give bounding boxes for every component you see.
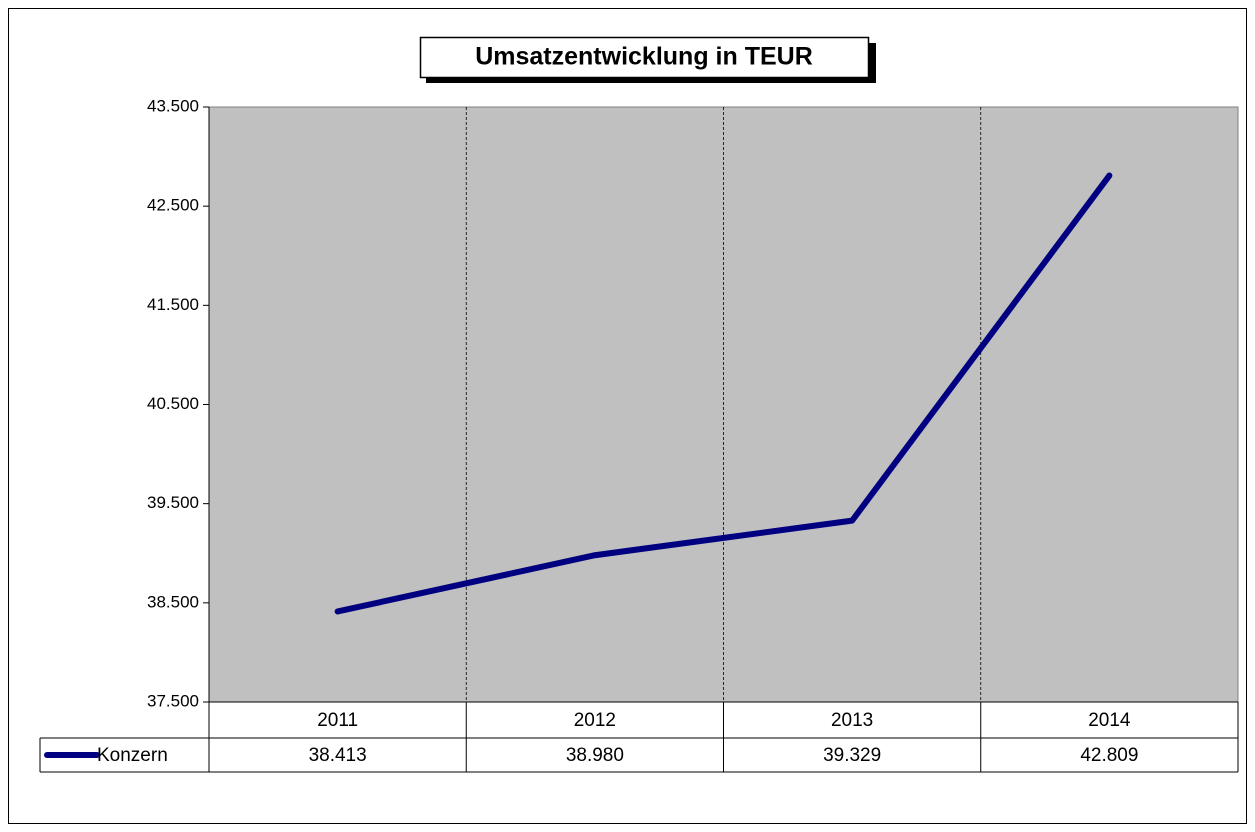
title-box bbox=[419, 36, 870, 79]
x-tick-label: 2014 bbox=[1088, 710, 1131, 731]
data-table-value: 38.980 bbox=[566, 745, 624, 766]
data-table-value: 39.329 bbox=[823, 745, 881, 766]
chart-title: Umsatzentwicklung in TEUR bbox=[475, 43, 813, 71]
x-tick-label: 2013 bbox=[831, 710, 873, 731]
data-table-value: 42.809 bbox=[1080, 745, 1138, 766]
y-tick-label: 42.500 bbox=[147, 196, 199, 215]
y-tick-label: 40.500 bbox=[147, 394, 199, 413]
y-tick-label: 38.500 bbox=[147, 592, 199, 611]
y-tick-label: 43.500 bbox=[147, 96, 199, 115]
x-tick-label: 2011 bbox=[317, 710, 358, 731]
data-table-value: 38.413 bbox=[309, 745, 367, 766]
series-line bbox=[334, 172, 1113, 615]
y-tick-label: 37.500 bbox=[147, 691, 199, 710]
y-tick-label: 41.500 bbox=[147, 295, 199, 314]
y-tick-label: 39.500 bbox=[147, 493, 199, 512]
x-tick-label: 2012 bbox=[574, 710, 616, 731]
legend-label: Konzern bbox=[97, 745, 168, 766]
